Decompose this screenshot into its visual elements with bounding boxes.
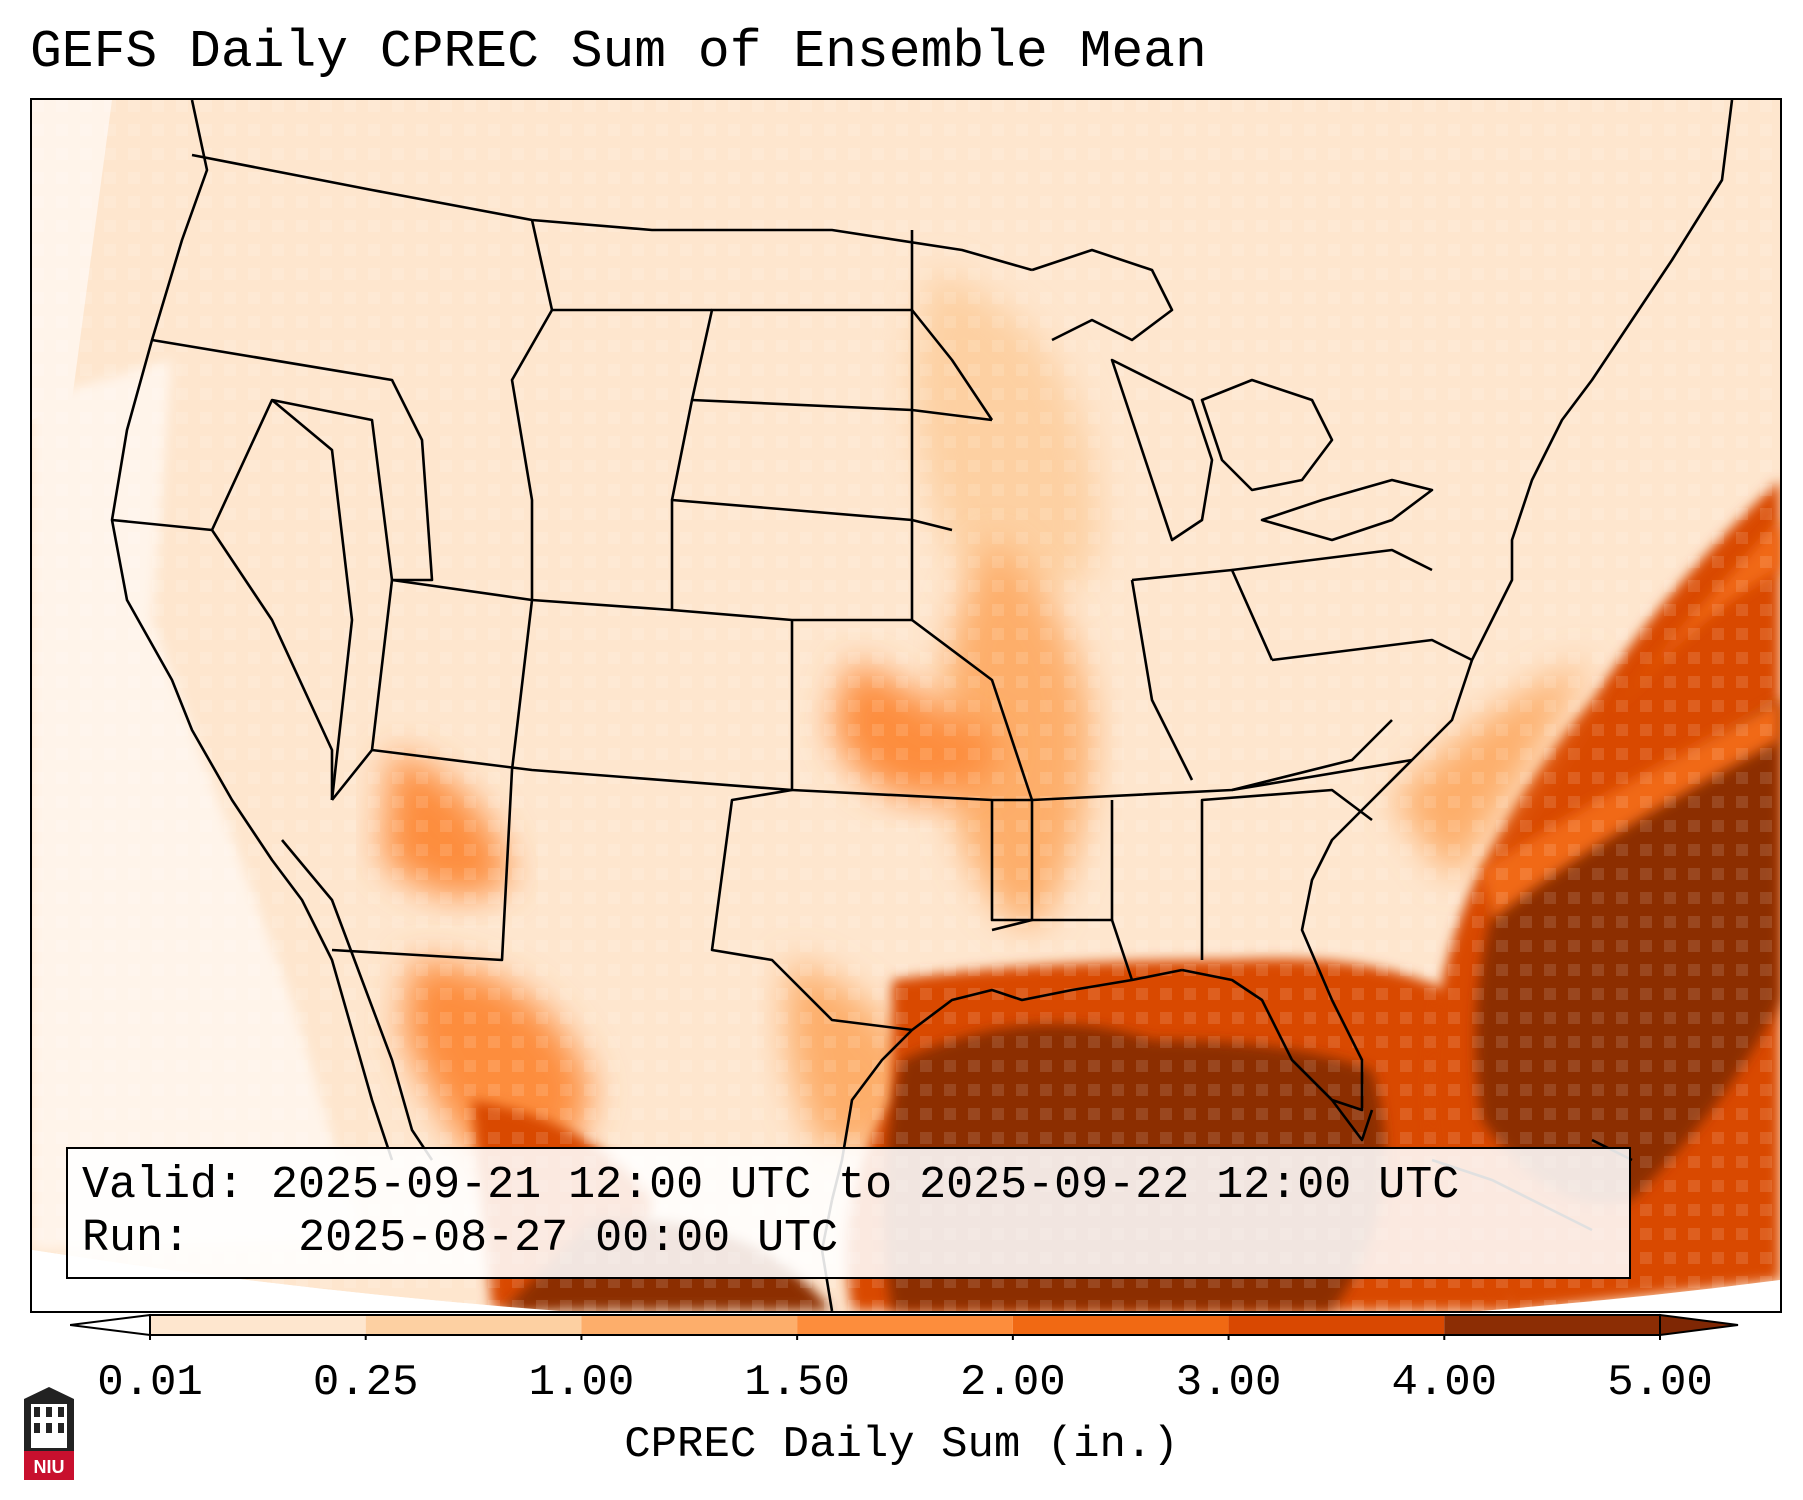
west-coastline [110, 100, 394, 1161]
colorbar-tick-label: 0.25 [312, 1358, 419, 1408]
colorbar-tick-label: 1.50 [744, 1358, 850, 1408]
colorbar-segment [1444, 1315, 1660, 1335]
valid-value: 2025-09-21 12:00 UTC to 2025-09-22 12:00… [271, 1160, 1460, 1211]
colorbar [70, 1313, 1739, 1340]
logo-text: NIU [34, 1457, 65, 1477]
colorbar-under-triangle [70, 1313, 151, 1337]
precipitation-map [30, 98, 1782, 1313]
run-label: Run: [82, 1213, 191, 1264]
niu-logo: NIU [24, 1387, 74, 1480]
colorbar-tick-label: 3.00 [1175, 1358, 1282, 1408]
colorbar-tick-label: 5.00 [1607, 1358, 1713, 1408]
colorbar-segment [365, 1315, 582, 1335]
colorbar-segment [581, 1315, 798, 1335]
colorbar-segment [797, 1315, 1013, 1335]
colorbar-segment [1012, 1315, 1229, 1335]
colorbar-tick-label: 4.00 [1391, 1358, 1498, 1408]
valid-label: Valid: [82, 1160, 245, 1211]
run-value: 2025-08-27 00:00 UTC [298, 1213, 839, 1264]
validity-info-box: Valid: 2025-09-21 12:00 UTC to 2025-09-2… [66, 1147, 1631, 1279]
colorbar-over-triangle [1659, 1313, 1739, 1337]
colorbar-segment [1228, 1315, 1445, 1335]
map-title: GEFS Daily CPREC Sum of Ensemble Mean [30, 22, 1207, 82]
colorbar-outline [149, 1314, 1661, 1336]
colorbar-label: CPREC Daily Sum (in.) [624, 1420, 1179, 1470]
colorbar-tick-label: 2.00 [960, 1358, 1066, 1408]
colorbar-segment [150, 1315, 366, 1335]
colorbar-tick-label: 0.01 [97, 1358, 203, 1408]
colorbar-tick-label: 1.00 [528, 1358, 635, 1408]
